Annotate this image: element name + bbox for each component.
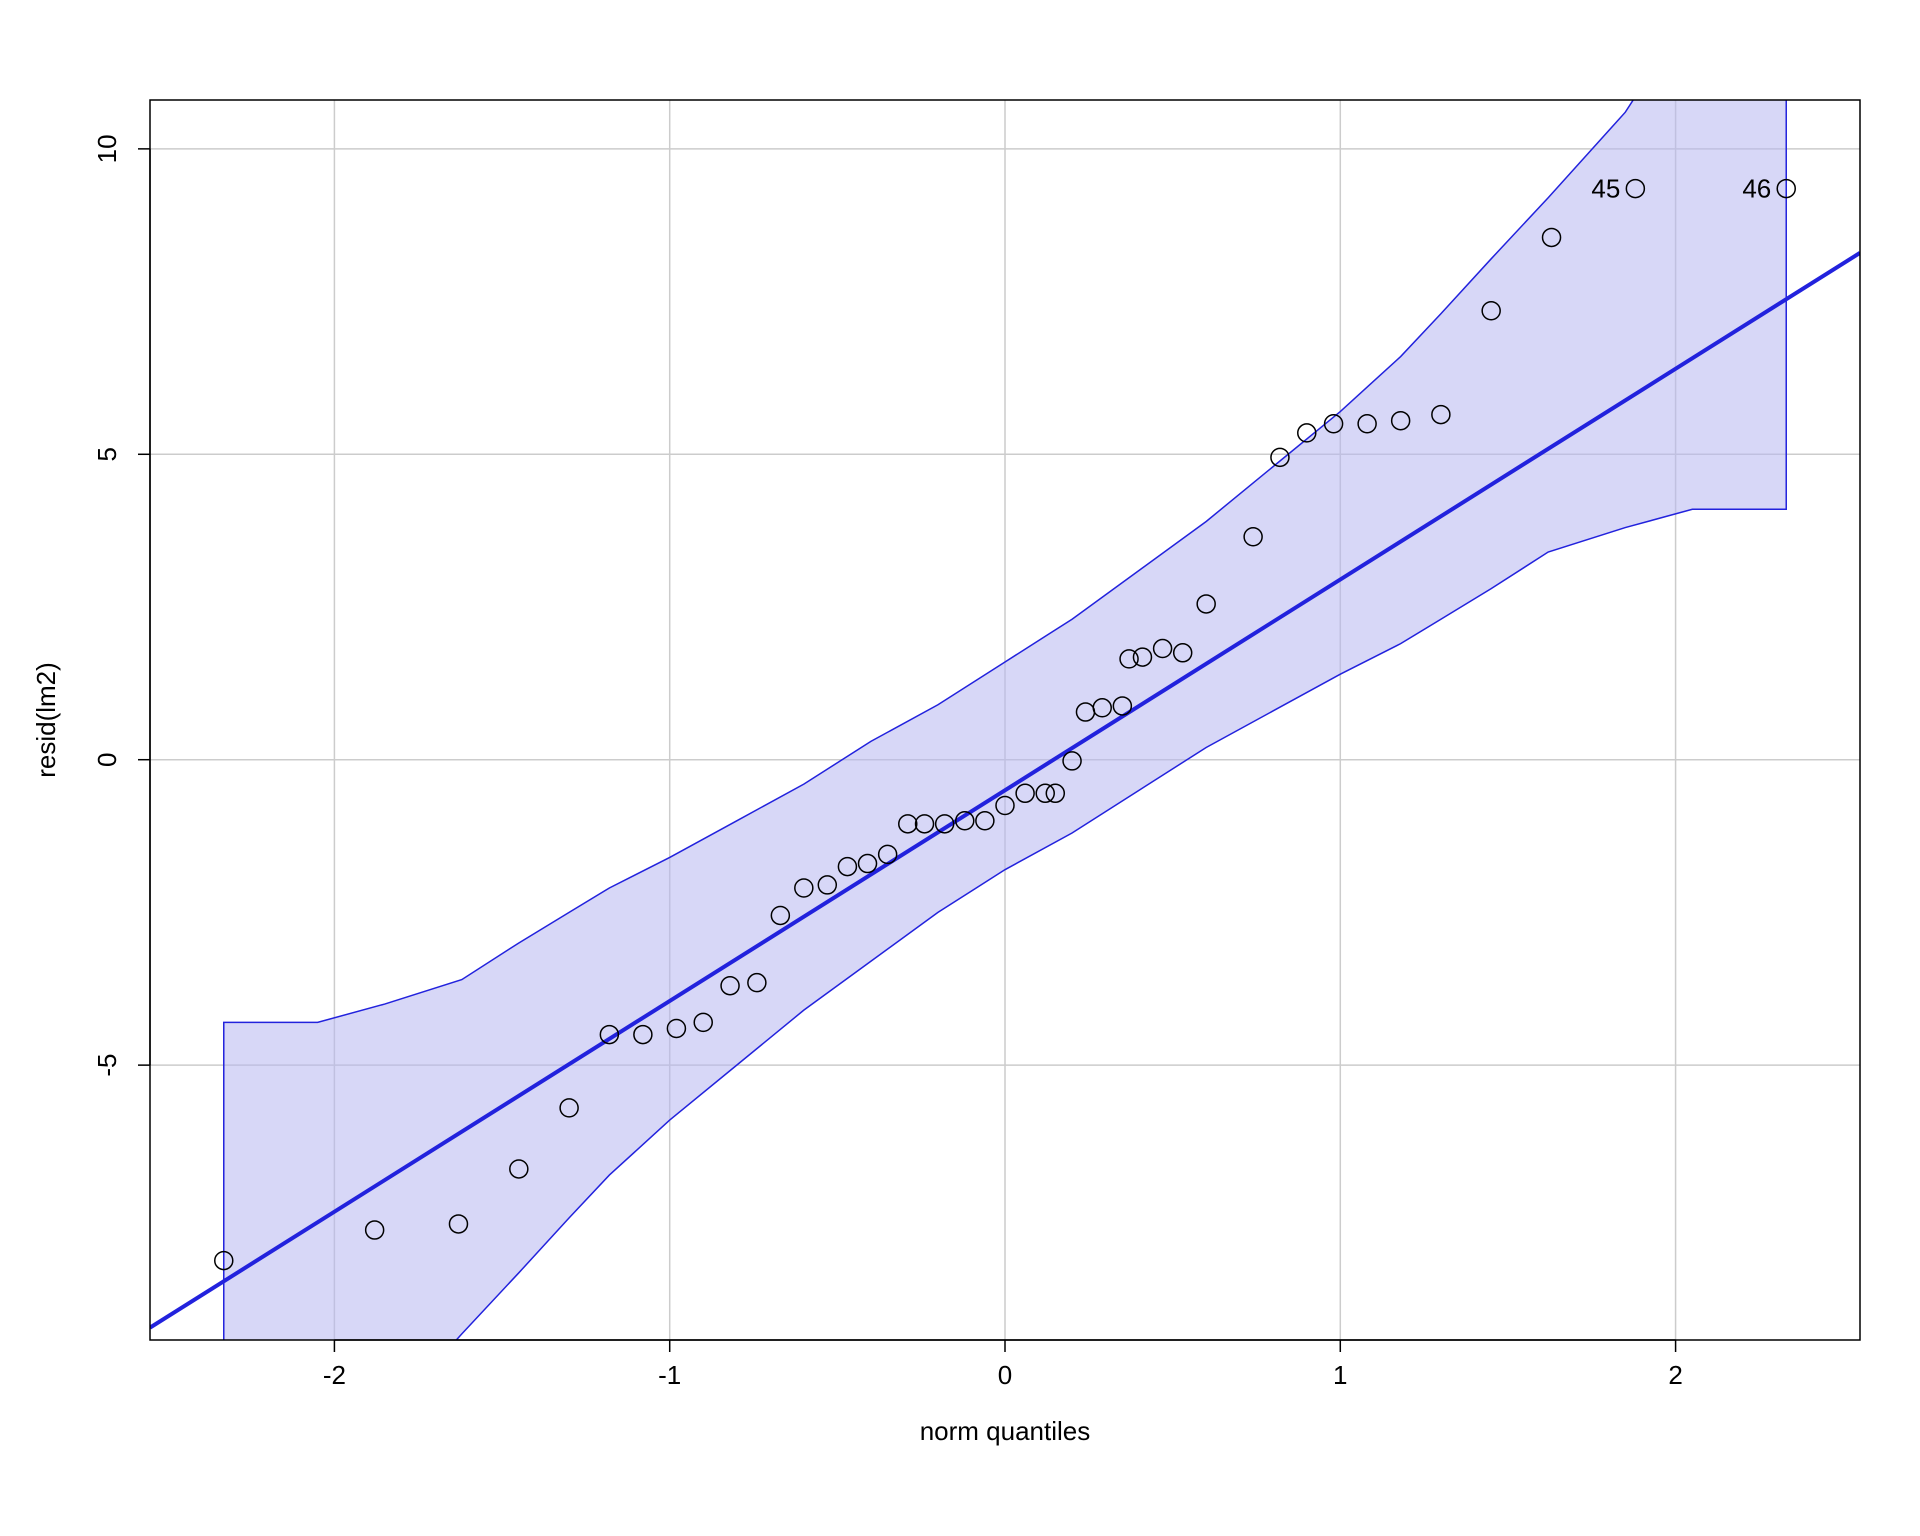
x-tick-label: 0 (998, 1360, 1012, 1390)
point-label: 45 (1591, 174, 1620, 204)
qq-plot-chart: 45 46 -2 -1 0 1 2 -5 0 5 10 norm quantiles resid(lm2… (0, 0, 1920, 1536)
chart-svg: 45 46 -2 -1 0 1 2 -5 0 5 10 norm quantiles resid(lm2… (0, 0, 1920, 1536)
x-axis-label: norm quantiles (920, 1416, 1091, 1446)
y-tick-label: 10 (92, 134, 122, 163)
y-tick-label: 5 (92, 447, 122, 461)
x-tick-label: 1 (1333, 1360, 1347, 1390)
point-label: 46 (1742, 174, 1771, 204)
x-tick-label: -1 (658, 1360, 681, 1390)
y-tick-label: -5 (92, 1054, 122, 1077)
y-axis-label: resid(lm2) (31, 662, 61, 778)
x-tick-label: -2 (323, 1360, 346, 1390)
x-tick-label: 2 (1668, 1360, 1682, 1390)
y-tick-label: 0 (92, 752, 122, 766)
